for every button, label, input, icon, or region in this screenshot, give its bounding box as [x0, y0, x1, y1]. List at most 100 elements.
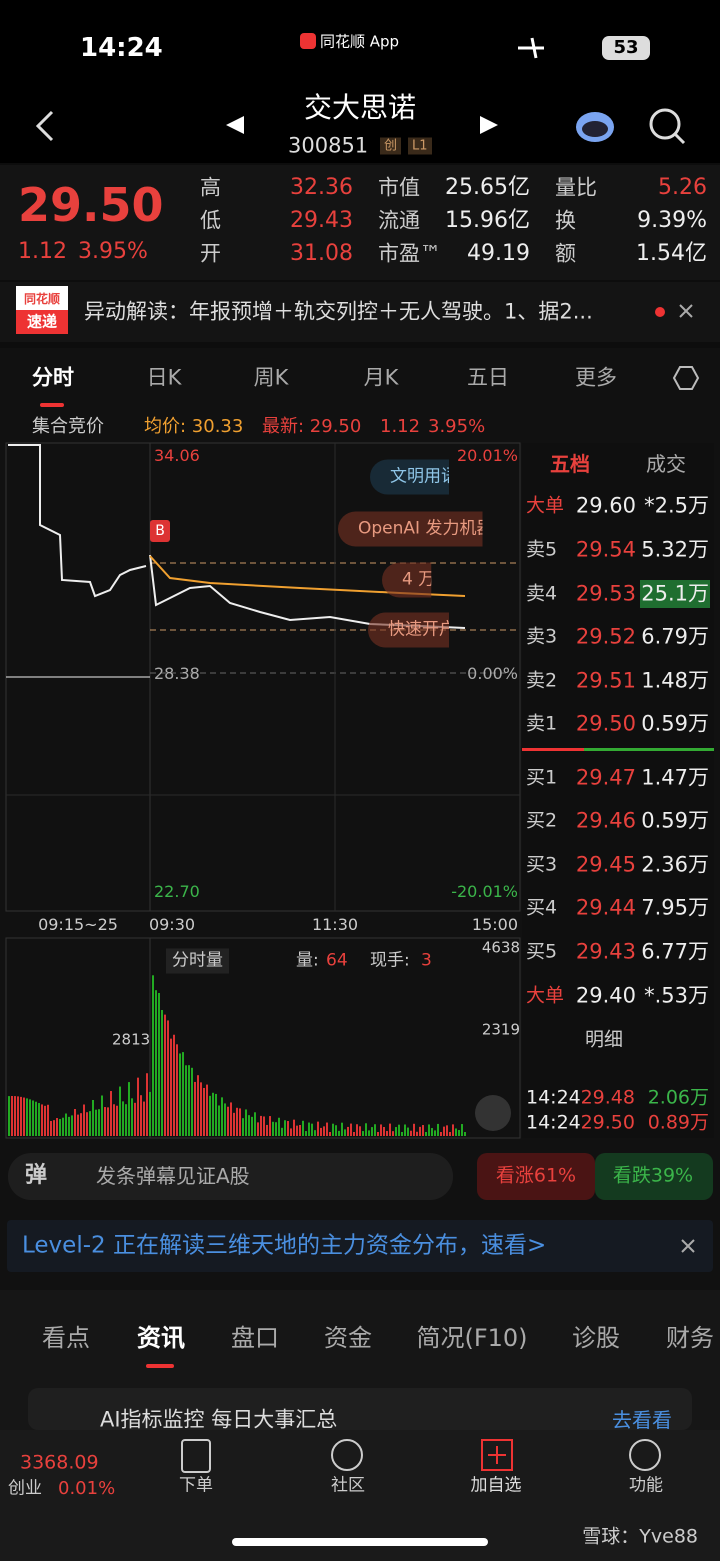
- volume-bar: [314, 1130, 316, 1136]
- volume-bar: [284, 1120, 286, 1136]
- ai-link[interactable]: 去看看: [612, 1408, 672, 1432]
- volume-bar: [233, 1112, 235, 1136]
- book-tab[interactable]: 五档: [550, 452, 590, 476]
- volume-bar: [119, 1086, 121, 1136]
- chart-tab[interactable]: 日K: [146, 365, 182, 390]
- info-tab[interactable]: 资金: [324, 1324, 372, 1352]
- index-value[interactable]: 3368.09: [20, 1451, 99, 1474]
- volume-bar: [413, 1123, 415, 1136]
- volume-selector[interactable]: 分时量: [166, 948, 229, 974]
- book-price: 29.44: [575, 895, 636, 920]
- volume-bar: [347, 1126, 349, 1136]
- chart-tab[interactable]: 分时: [32, 365, 74, 390]
- news-text[interactable]: 异动解读：年报预增＋轨交列控＋无人驾驶。1、据2...: [84, 299, 593, 324]
- volume-bar: [41, 1104, 43, 1136]
- book-volume: 7.95万: [641, 895, 709, 920]
- volume-bar: [212, 1092, 214, 1136]
- volume-bar: [152, 975, 154, 1136]
- book-side: 买2: [526, 809, 558, 832]
- book-price: 29.54: [575, 537, 636, 562]
- news-row[interactable]: [0, 282, 720, 342]
- volume-bar: [116, 1105, 118, 1136]
- vote-up[interactable]: 看涨61%: [495, 1164, 577, 1187]
- chart-tab[interactable]: 周K: [253, 365, 289, 390]
- info-tab[interactable]: 简况(F10): [416, 1324, 528, 1352]
- volume-bar: [32, 1100, 34, 1136]
- danmu-input[interactable]: 发条弹幕见证A股: [96, 1164, 250, 1188]
- book-side: 卖5: [526, 538, 558, 561]
- book-price: 29.60: [575, 493, 636, 518]
- volume-bar: [374, 1124, 376, 1136]
- volume-bar: [236, 1107, 238, 1136]
- volume-bar: [326, 1122, 328, 1136]
- volume-bar: [14, 1096, 16, 1136]
- trade-time: 14:24: [526, 1086, 581, 1109]
- volume-bar: [296, 1125, 298, 1136]
- volume-bar: [461, 1124, 463, 1136]
- volume-bar: [17, 1096, 19, 1136]
- volume-bar: [440, 1132, 442, 1136]
- volume-bar: [350, 1123, 352, 1136]
- volume-bar: [68, 1116, 70, 1136]
- danmu-icon[interactable]: 弹: [24, 1163, 48, 1188]
- volume-bar: [332, 1123, 334, 1136]
- stat-label: 低: [200, 208, 221, 233]
- detail-tab[interactable]: 明细: [584, 1028, 624, 1051]
- chart-tab[interactable]: 月K: [363, 365, 399, 390]
- volume-bar: [191, 1067, 193, 1136]
- vote-down[interactable]: 看跌39%: [612, 1164, 694, 1187]
- nav-item[interactable]: 加自选: [470, 1475, 522, 1496]
- hand-value: 3: [421, 950, 432, 971]
- book-price: 29.53: [575, 581, 636, 606]
- info-tab[interactable]: 资讯: [137, 1324, 185, 1352]
- nav-item[interactable]: 功能: [629, 1475, 663, 1496]
- volume-bar: [89, 1111, 91, 1136]
- volume-bar: [239, 1108, 241, 1136]
- volume-bar: [218, 1105, 220, 1136]
- volume-bar: [458, 1130, 460, 1136]
- volume-bar: [182, 1052, 184, 1136]
- volume-bar: [221, 1097, 223, 1136]
- stat-value: 9.39%: [637, 208, 707, 233]
- stat-label: 开: [200, 241, 221, 266]
- volume-bar: [251, 1116, 253, 1136]
- volume-bar: [170, 1038, 172, 1136]
- volume-bar: [272, 1121, 274, 1136]
- info-tab[interactable]: 看点: [42, 1324, 90, 1352]
- volume-bar: [338, 1130, 340, 1136]
- stat-value: 31.08: [290, 241, 353, 266]
- stat-label: 换: [555, 208, 576, 233]
- book-price: 29.43: [575, 939, 636, 964]
- volume-bar: [380, 1124, 382, 1136]
- volume-bar: [320, 1127, 322, 1136]
- volume-bar: [359, 1126, 361, 1136]
- volume-bar: [335, 1125, 337, 1136]
- stat-label: 市盈™: [378, 241, 441, 266]
- volume-bar: [377, 1132, 379, 1136]
- nav-item[interactable]: 下单: [179, 1475, 213, 1496]
- volume-bar: [56, 1118, 58, 1136]
- book-tab[interactable]: 成交: [646, 452, 686, 476]
- nav-item[interactable]: 社区: [331, 1475, 365, 1496]
- volume-bar: [365, 1123, 367, 1136]
- volume-bar: [227, 1106, 229, 1136]
- chart-tab[interactable]: 五日: [467, 365, 509, 390]
- volume-bar: [404, 1124, 406, 1136]
- volume-bar: [134, 1102, 136, 1136]
- volume-bar: [308, 1122, 310, 1136]
- info-tab[interactable]: 诊股: [572, 1324, 620, 1352]
- info-tab[interactable]: 盘口: [231, 1324, 279, 1352]
- latest-pct: 3.95%: [428, 416, 486, 437]
- volume-bar: [371, 1127, 373, 1136]
- book-side: 卖1: [526, 712, 558, 735]
- news-badge: 速递: [26, 312, 58, 331]
- level2-banner[interactable]: Level-2 正在解读三维天地的主力资金分布，速看>: [22, 1232, 547, 1259]
- volume-bar: [128, 1082, 130, 1136]
- chart-tab[interactable]: 更多: [575, 365, 617, 390]
- volume-bar: [149, 1091, 151, 1136]
- info-tab[interactable]: 财务: [666, 1324, 714, 1352]
- volume-bar: [410, 1130, 412, 1136]
- volume-bar: [248, 1115, 250, 1136]
- stock-name: 交大思诺: [303, 91, 417, 124]
